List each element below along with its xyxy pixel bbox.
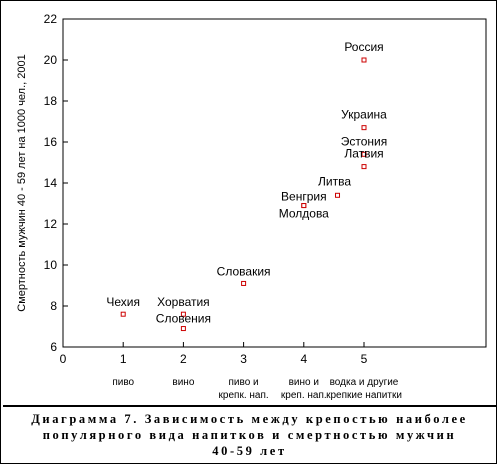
y-tick-label: 14 bbox=[44, 176, 58, 190]
y-axis-label: Смертность мужчин 40 - 59 лет на 1000 че… bbox=[16, 54, 28, 312]
x-tick-label: 4 bbox=[300, 352, 307, 366]
y-tick-label: 20 bbox=[44, 53, 58, 67]
data-point bbox=[361, 57, 367, 63]
x-tick-label: 1 bbox=[120, 352, 127, 366]
x-tick-label: 3 bbox=[240, 352, 247, 366]
y-tick-label: 8 bbox=[50, 299, 57, 313]
category-label: крепк. нап. bbox=[219, 390, 269, 401]
y-tick-label: 16 bbox=[44, 135, 58, 149]
point-label: Латвия bbox=[344, 147, 383, 161]
category-label: вино bbox=[172, 377, 194, 388]
category-label: пиво и bbox=[229, 377, 259, 388]
data-point bbox=[241, 280, 247, 286]
x-tick-label: 0 bbox=[60, 352, 67, 366]
category-label: водка и другие bbox=[330, 377, 399, 388]
y-tick-label: 10 bbox=[44, 258, 58, 272]
data-point bbox=[180, 326, 186, 332]
point-label: Венгрия bbox=[281, 190, 327, 204]
point-label: Украина bbox=[341, 108, 387, 122]
point-label: Чехия bbox=[106, 295, 140, 309]
caption-line-2: популярного вида напитков и смертностью … bbox=[42, 428, 457, 442]
y-tick-label: 12 bbox=[44, 217, 58, 231]
y-tick-label: 6 bbox=[50, 340, 57, 354]
data-point bbox=[301, 203, 307, 209]
data-point bbox=[361, 151, 367, 157]
category-label: креп. нап. bbox=[281, 390, 327, 401]
data-point bbox=[361, 125, 367, 131]
plot-area bbox=[62, 18, 487, 348]
data-point bbox=[361, 164, 367, 170]
x-tick-label: 5 bbox=[361, 352, 368, 366]
x-axis: 0 1 2 3 4 5 bbox=[60, 342, 368, 366]
point-label: Словения bbox=[156, 312, 211, 326]
category-labels: пиво вино пиво и крепк. нап. вино и креп. нап… bbox=[112, 377, 402, 401]
category-label: пиво bbox=[112, 377, 134, 388]
point-label: Молдова bbox=[279, 207, 329, 221]
point-label: Литва bbox=[318, 174, 351, 188]
category-label: крепкие напитки bbox=[326, 390, 402, 401]
category-label: вино и bbox=[289, 377, 319, 388]
data-point bbox=[180, 311, 186, 317]
caption-line-3: 40-59 лет bbox=[212, 444, 287, 458]
data-point bbox=[120, 311, 126, 317]
y-tick-label: 22 bbox=[44, 12, 58, 26]
data-point bbox=[335, 192, 341, 198]
figure-caption: Диаграмма 7. Зависимость между крепостью… bbox=[3, 405, 496, 463]
point-label: Россия bbox=[344, 40, 383, 54]
caption-line-1: Диаграмма 7. Зависимость между крепостью… bbox=[31, 412, 468, 426]
x-tick-label: 2 bbox=[180, 352, 187, 366]
y-axis: 6 8 10 12 14 16 18 20 22 bbox=[44, 12, 68, 354]
point-label: Словакия bbox=[217, 264, 271, 278]
point-label: Хорватия bbox=[157, 295, 210, 309]
y-tick-label: 18 bbox=[44, 94, 58, 108]
point-label: Эстония bbox=[341, 134, 388, 148]
